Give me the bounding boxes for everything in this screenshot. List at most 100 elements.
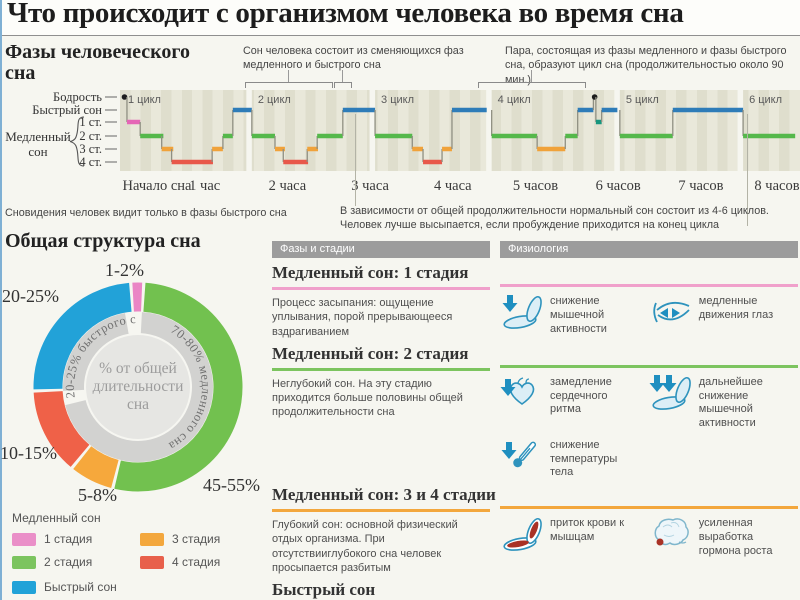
physiology-label: снижение температуры тела [550,438,618,479]
physiology-label: медленные движения глаз [698,295,774,321]
row-accent-rule [500,506,798,510]
row-physiology-cell: снижение мышечной активности медленные д… [500,263,798,339]
measure-slow-phase [245,82,333,88]
phases-note-cycle: Пара, состоящая из фазы медленного и фаз… [505,45,787,86]
rem-pointer-line [355,114,356,206]
row-physiology-cell: приток крови к мышцам усиленная выработк… [500,485,798,575]
donut-center-label: % от общей [99,360,177,377]
donut-value-label: 10-15% [0,443,57,463]
row-title: Медленный сон: 3 и 4 стадии [272,485,496,505]
physiology-item: снижение температуры тела [500,437,641,480]
donut-slice [114,282,243,492]
donut-value-label: 45-55% [203,475,260,495]
legend-swatch [12,532,36,546]
x-axis-label: 6 часов [596,178,641,194]
legend-item-label: 2 стадия [44,555,93,569]
donut-value-label: 1-2% [105,260,144,280]
legend-item-label: 4 стадия [172,555,221,569]
legend-swatch [140,532,164,546]
x-axis-label: 8 часов [754,178,799,194]
cycle-label: 6 цикл [749,94,782,106]
x-axis-label: 4 часа [434,178,472,194]
row-accent-rule [272,287,490,290]
table-body: Медленный сон: 1 стадия Процесс засыпани… [272,263,798,600]
x-axis-label: 2 часа [269,178,307,194]
table-header-row: Фазы и стадии Физиология [272,241,798,258]
x-axis-label: Начало сна [123,178,192,194]
x-axis-label: 5 часов [513,178,558,194]
legend-item: 2 стадия [12,555,140,569]
legend-item: 3 стадия [140,532,260,546]
donut-center-label: длительности [93,378,184,395]
cycle-label: 5 цикл [626,94,659,106]
legend-swatch [12,580,36,594]
muscle-blood-flow-icon [503,518,542,552]
physiology-item: усиленная выработка гормона роста [649,515,798,558]
leader-line [342,70,343,82]
cycle-label: 3 цикл [381,94,414,106]
phases-physiology-table: Фазы и стадии Физиология Медленный сон: … [272,241,798,600]
donut-center-label: сна [127,396,149,413]
row-title: Медленный сон: 2 стадия [272,343,469,363]
footnote-cycles: В зависимости от общей продолжительности… [340,204,790,233]
muscle-activity-down-icon [502,295,542,329]
cycle-label: 4 цикл [498,94,531,106]
legend-group-label: Медленный сон [12,511,101,525]
table-header-phases: Фазы и стадии [272,241,490,258]
donut-value-label: 5-8% [78,485,117,505]
y-axis-label: Быстрый сон [32,103,102,117]
footnote-cycles-line1: В зависимости от общей продолжительности… [340,205,769,217]
structure-section-heading: Общая структура сна [5,230,201,252]
legend-item-label: 1 стадия [44,532,93,546]
y-axis-label: 1 ст. [79,115,102,129]
physiology-items: снижение мышечной активности медленные д… [500,293,798,336]
legend-item: 4 стадия [140,555,260,569]
x-axis-label: 1 час [189,178,220,194]
physiology-item: приток крови к мышцам [500,515,641,558]
donut-slice [33,390,90,467]
y-axis-label: 4 ст. [79,155,102,169]
legend-swatch [140,555,164,569]
measure-fast-phase [334,82,352,88]
physiology-item: дальнейшее снижение мышечной активности [649,374,798,431]
row-phase-cell: Медленный сон: 1 стадия Процесс засыпани… [272,263,490,339]
left-edge-line [0,0,2,600]
body-temp-down-icon [501,441,537,468]
page-title: Что происходит с организмом человека во … [7,0,684,29]
physiology-item: снижение мышечной активности [500,293,641,336]
measure-cycle [478,82,586,88]
cycle-label: 1 цикл [128,94,161,106]
footnote-dreams: Сновидения человек видит только в фазы б… [5,207,287,219]
y-axis-label: 2 ст. [79,129,102,143]
legend-item: 1 стадия [12,532,140,546]
physiology-items: приток крови к мышцам усиленная выработк… [500,515,798,558]
cycle-label: 2 цикл [258,94,291,106]
slow-sleep-group-label: сон [28,144,47,159]
row-description: Процесс засыпания: ощущение уплывания, п… [272,297,453,338]
table-row: Медленный сон: 1 стадия Процесс засыпани… [272,263,798,339]
heart-rate-down-icon [500,377,535,405]
table-header-physiology: Физиология [500,241,798,258]
physiology-label: усиленная выработка гормона роста [698,517,773,557]
row-physiology-cell: быстрые движения глаз («просмотр снов») … [500,580,798,600]
row-physiology-cell: замедление сердечного ритма снижение темп… [500,344,798,480]
table-row: Медленный сон: 2 стадия Неглубокий сон. … [272,344,798,480]
row-phase-cell: Медленный сон: 2 стадия Неглубокий сон. … [272,344,490,480]
y-axis-label: 3 ст. [79,142,102,156]
hypnogram-chart: 1 цикл 2 цикл 3 цикл 4 цикл 5 цикл 6 цикл Бодр… [0,86,800,206]
leader-line [288,70,289,82]
donut-legend: Медленный сон 1 стадия 2 стадия 3 стадия 4 … [12,511,262,594]
phases-section-heading: Фазы человеческого сна [5,41,191,84]
y-axis-label: Бодрость [53,90,102,104]
hypnogram-svg: 1 цикл 2 цикл 3 цикл 4 цикл 5 цикл 6 цикл Бодр… [5,89,800,194]
physiology-label: дальнейшее снижение мышечной активности [698,375,763,430]
row-description: Неглубокий сон. На эту стадию приходится… [272,377,463,419]
slow-sleep-group-label: Медленный [5,129,71,144]
row-accent-rule [272,509,490,513]
row-accent-rule [500,364,798,368]
donut-value-label: 20-25% [2,286,59,306]
legend-item-label: Быстрый сон [44,580,117,594]
legend-item-label: 3 стадия [172,532,221,546]
